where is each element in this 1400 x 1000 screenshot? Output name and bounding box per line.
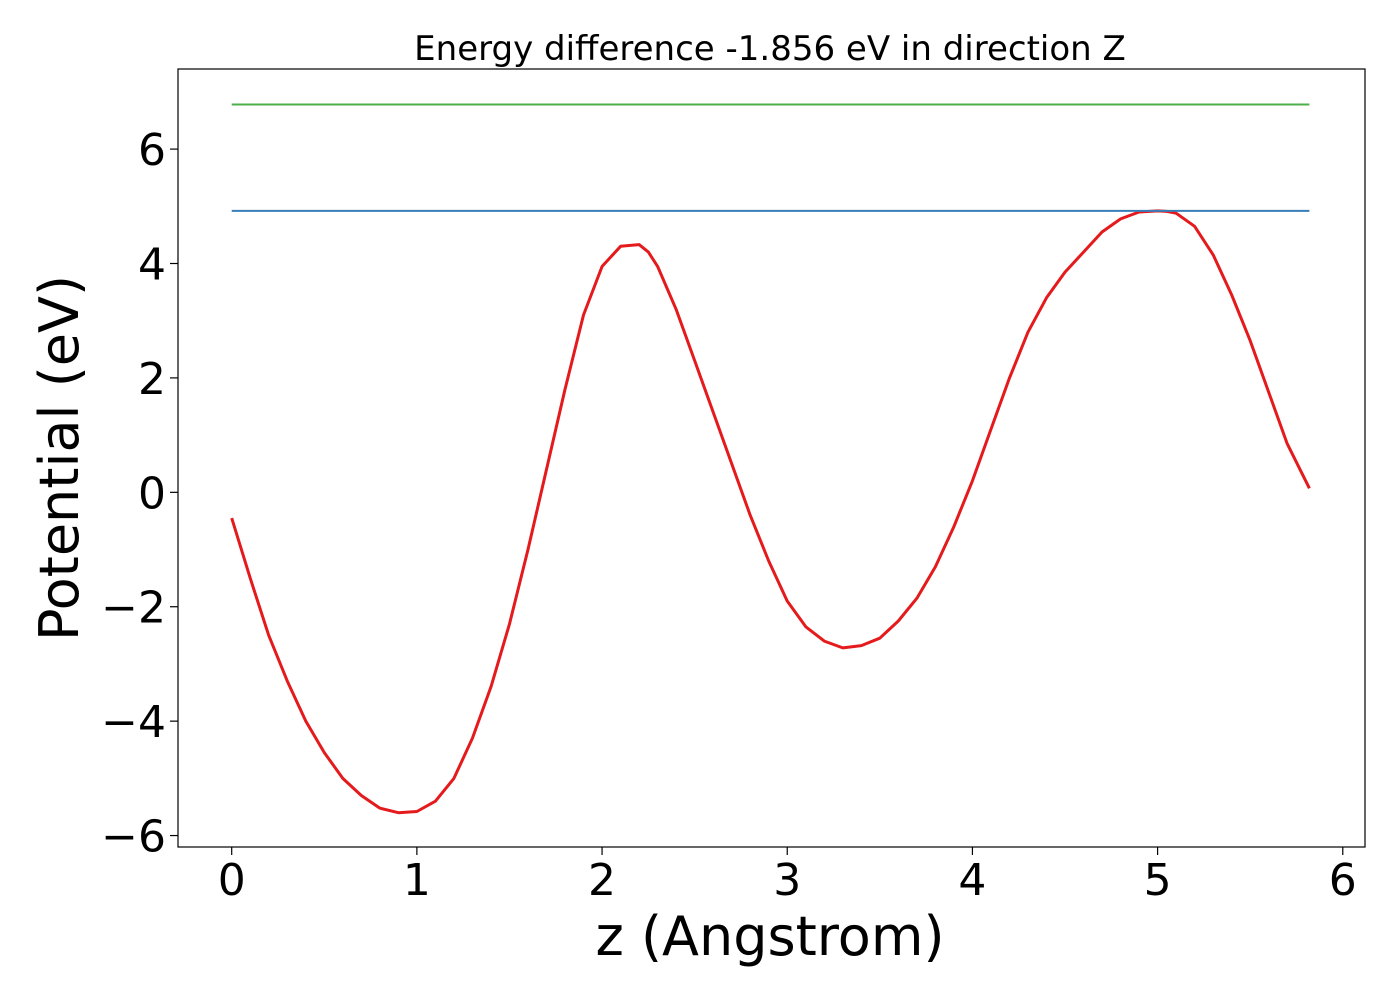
plot-area: [177, 68, 1366, 848]
y-tick-label: −4: [101, 697, 166, 748]
y-axis: −6 −4 −2 0 2 4 6: [101, 125, 178, 863]
chart-title: Energy difference -1.856 eV in direction…: [414, 29, 1126, 69]
x-tick-label: 5: [1144, 855, 1172, 906]
y-axis-label: Potential (eV): [28, 275, 91, 641]
x-tick-label: 1: [403, 855, 431, 906]
series-layer: [230, 103, 1311, 815]
x-axis-label: z (Angstrom): [595, 905, 944, 968]
y-tick-label: −6: [101, 812, 166, 863]
x-tick-label: 0: [218, 855, 246, 906]
x-tick-label: 4: [958, 855, 986, 906]
x-tick-label: 2: [588, 855, 616, 906]
x-axis: 0 1 2 3 4 5 6: [218, 847, 1357, 906]
y-tick-label: 2: [138, 354, 166, 405]
x-tick-label: 3: [773, 855, 801, 906]
y-tick-label: −2: [101, 583, 166, 634]
series-line-0: [230, 209, 1311, 815]
y-tick-label: 6: [138, 125, 166, 176]
y-tick-label: 0: [138, 468, 166, 519]
y-tick-label: 4: [138, 240, 166, 291]
x-tick-label: 6: [1329, 855, 1357, 906]
